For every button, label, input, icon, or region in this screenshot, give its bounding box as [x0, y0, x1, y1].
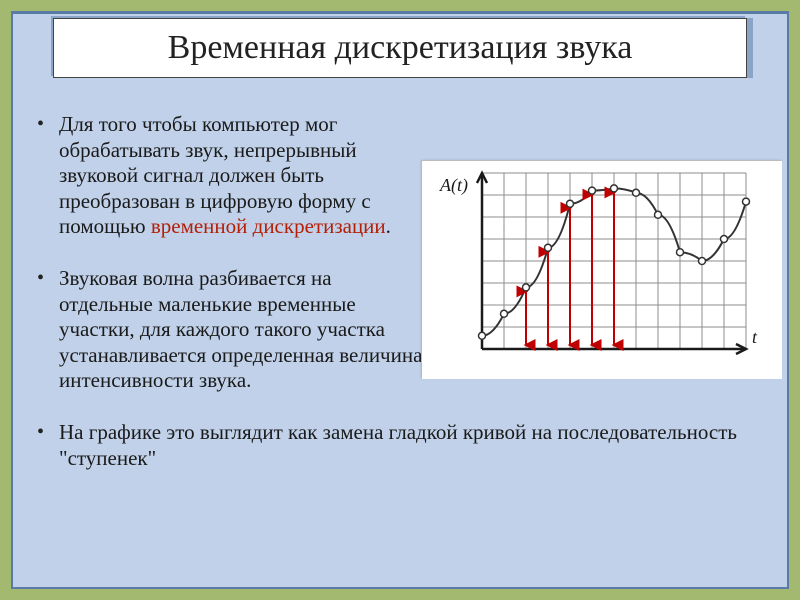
svg-text:A(t): A(t)	[439, 175, 468, 196]
bullet-3: На графике это выглядит как замена гладк…	[25, 420, 765, 471]
bullet-3-text: На графике это выглядит как замена гладк…	[59, 420, 737, 470]
bullet-1-emphasis: временной дискретизации	[151, 214, 386, 238]
bullet-2-text: Звуковая волна разбивается на отдельные …	[59, 266, 422, 392]
slide-body: Для того чтобы компьютер мог обрабатыват…	[19, 104, 781, 581]
chart-svg: A(t)t	[422, 161, 782, 379]
slide-panel: Временная дискретизация звука Для того ч…	[11, 11, 789, 589]
bullet-2: Звуковая волна разбивается на отдельные …	[25, 266, 425, 394]
bullet-1-text-b: .	[386, 214, 391, 238]
title-box: Временная дискретизация звука	[53, 18, 747, 78]
slide-outer-frame: Временная дискретизация звука Для того ч…	[0, 0, 800, 600]
page-title: Временная дискретизация звука	[62, 29, 738, 67]
bullet-1: Для того чтобы компьютер мог обрабатыват…	[25, 112, 425, 240]
discretization-chart: A(t)t	[421, 160, 781, 378]
